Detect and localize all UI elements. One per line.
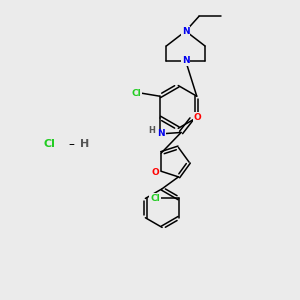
Text: N: N <box>158 130 165 139</box>
Text: H: H <box>80 139 89 149</box>
Text: N: N <box>182 27 190 36</box>
Text: –: – <box>68 138 74 151</box>
Text: H: H <box>148 127 155 136</box>
Text: Cl: Cl <box>132 89 141 98</box>
Text: O: O <box>151 168 159 177</box>
Text: Cl: Cl <box>150 194 160 203</box>
Text: O: O <box>194 113 201 122</box>
Text: Cl: Cl <box>43 139 55 149</box>
Text: N: N <box>182 56 190 65</box>
